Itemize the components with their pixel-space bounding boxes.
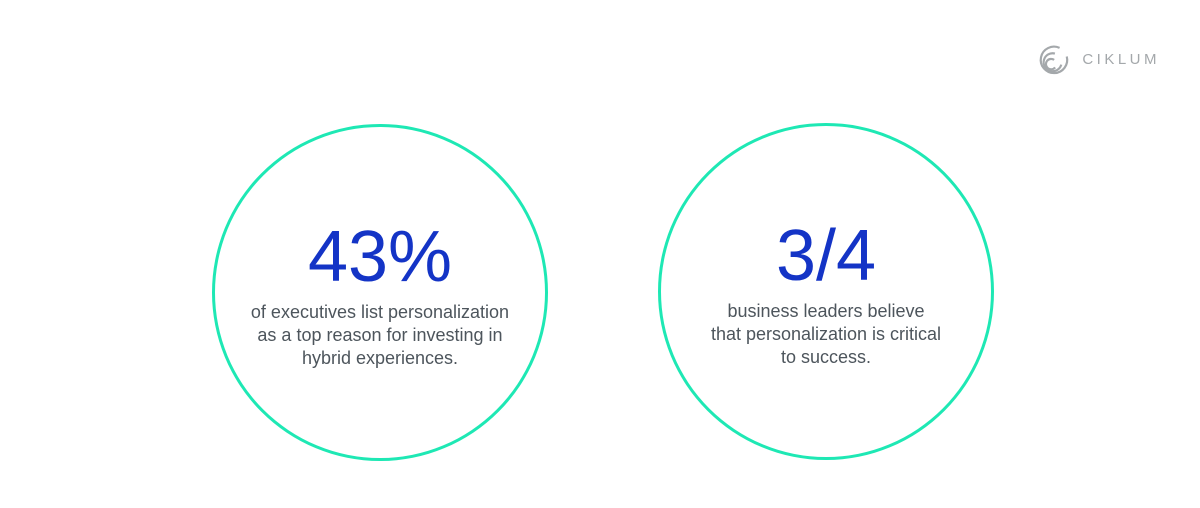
stat-description: business leaders believe that personaliz…: [651, 300, 1001, 369]
stat-description-line: business leaders believe: [727, 301, 925, 321]
stat-content: 43% of executives list personalization a…: [205, 219, 555, 370]
stat-content: 3/4 business leaders believe that person…: [651, 218, 1001, 369]
stat-description: of executives list personalization as a …: [205, 301, 555, 370]
stat-description-line: that personalization is critical: [710, 324, 942, 344]
stat-value: 43%: [307, 217, 453, 297]
stat-description-line: hybrid experiences.: [301, 348, 459, 368]
ciklum-logo: CIKLUM: [1037, 40, 1160, 76]
stat-description-line: to success.: [780, 347, 872, 367]
ciklum-arcs-icon: [1039, 45, 1069, 75]
stat-description-line: as a top reason for investing in: [257, 325, 503, 345]
stat-circle-personalization-investment: 43% of executives list personalization a…: [212, 124, 548, 461]
stat-description-line: of executives list personalization: [250, 302, 510, 322]
stat-circle-personalization-critical: 3/4 business leaders believe that person…: [658, 123, 994, 460]
ciklum-wordmark: CIKLUM: [1082, 50, 1160, 68]
stat-value: 3/4: [775, 216, 877, 296]
